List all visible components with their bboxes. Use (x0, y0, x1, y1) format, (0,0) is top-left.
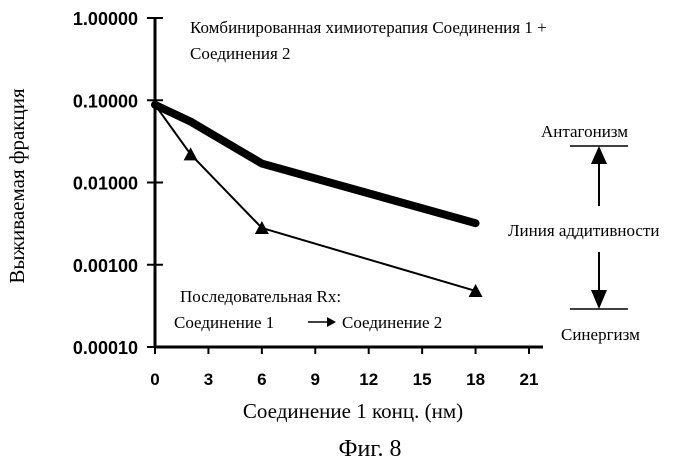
combination-series-line (151, 100, 480, 228)
x-tick-label: 15 (413, 370, 432, 389)
sequential-arrow-icon (308, 317, 336, 327)
additivity-label: Линия аддитивности (508, 221, 659, 240)
y-tick-label: 0.00100 (73, 256, 138, 276)
sequential-data-point (468, 283, 483, 297)
x-tick-label: 3 (204, 370, 213, 389)
sequential-label-line1: Последовательная Rx: (180, 287, 341, 306)
combination-label-line2: Соединения 2 (190, 44, 291, 63)
sequential-series-line (154, 103, 477, 292)
sequential-label-compound1: Соединение 1 (174, 313, 274, 332)
y-tick-label: 0.01000 (73, 174, 138, 194)
antagonism-label: Антагонизм (541, 122, 628, 141)
combination-label-line1: Комбинированная химиотерапия Соединения … (190, 18, 547, 37)
sequential-label-compound2: Соединение 2 (342, 313, 442, 332)
y-axis-title: Выживаемая фракция (5, 88, 29, 284)
x-tick-label: 6 (257, 370, 266, 389)
sequential-data-point (254, 220, 269, 234)
x-tick-label: 21 (520, 370, 539, 389)
x-axis-ticks: 0 3 6 9 12 15 18 21 (150, 347, 538, 389)
x-tick-label: 0 (150, 370, 159, 389)
x-tick-label: 9 (311, 370, 320, 389)
x-tick-label: 12 (359, 370, 378, 389)
up-arrow-icon (591, 146, 607, 206)
y-axis-ticks: 1.00000 0.10000 0.01000 0.00100 0.00010 (73, 9, 163, 358)
series-lines (151, 100, 483, 297)
figure-caption: Фиг. 8 (339, 436, 402, 462)
x-axis-title: Соединение 1 конц. (нм) (243, 399, 463, 423)
y-tick-label: 1.00000 (73, 9, 138, 29)
y-tick-label: 0.00010 (73, 338, 138, 358)
y-tick-label: 0.10000 (73, 91, 138, 111)
sequential-data-point (183, 147, 198, 161)
synergism-label: Синергизм (561, 325, 640, 344)
down-arrow-icon (591, 252, 607, 309)
x-tick-label: 18 (466, 370, 485, 389)
